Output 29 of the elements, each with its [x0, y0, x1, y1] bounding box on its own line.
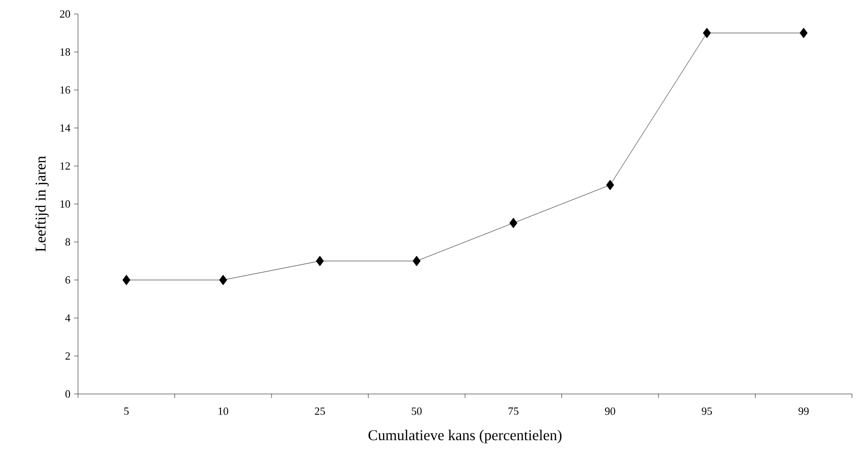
x-tick-label: 10 [218, 408, 228, 415]
point [800, 28, 808, 38]
point [316, 256, 324, 266]
x-tick-label: 95 [702, 408, 712, 415]
point [412, 256, 421, 266]
y-tick-label: 8 [65, 238, 70, 246]
x-tick-label: 5 [124, 408, 129, 415]
x-tick-label: 90 [605, 408, 616, 415]
point [606, 180, 614, 190]
x-tick-label: 75 [508, 408, 518, 415]
y-tick-label: 20 [60, 10, 70, 18]
y-tick-label: 10 [60, 200, 70, 208]
x-tick-label: 50 [412, 408, 422, 415]
point [219, 274, 228, 286]
point [702, 28, 711, 38]
x-axis-title: Cumulatieve kans (percentielen) [368, 430, 562, 444]
x-tick-label: 25 [314, 408, 325, 415]
point [122, 274, 130, 286]
point [509, 218, 518, 228]
y-tick-label: 18 [60, 48, 70, 56]
y-tick-label: 14 [60, 124, 70, 132]
y-tick-label: 2 [65, 352, 70, 360]
y-tick-label: 12 [60, 162, 70, 170]
y-tick-label: 16 [60, 86, 70, 94]
y-axis-title: Leeftijd in jaren [34, 156, 49, 252]
x-tick-label: 99 [798, 408, 809, 415]
y-tick-label: 4 [65, 314, 70, 322]
y-tick-label: 6 [65, 276, 70, 284]
y-tick-label: 0 [65, 390, 70, 398]
